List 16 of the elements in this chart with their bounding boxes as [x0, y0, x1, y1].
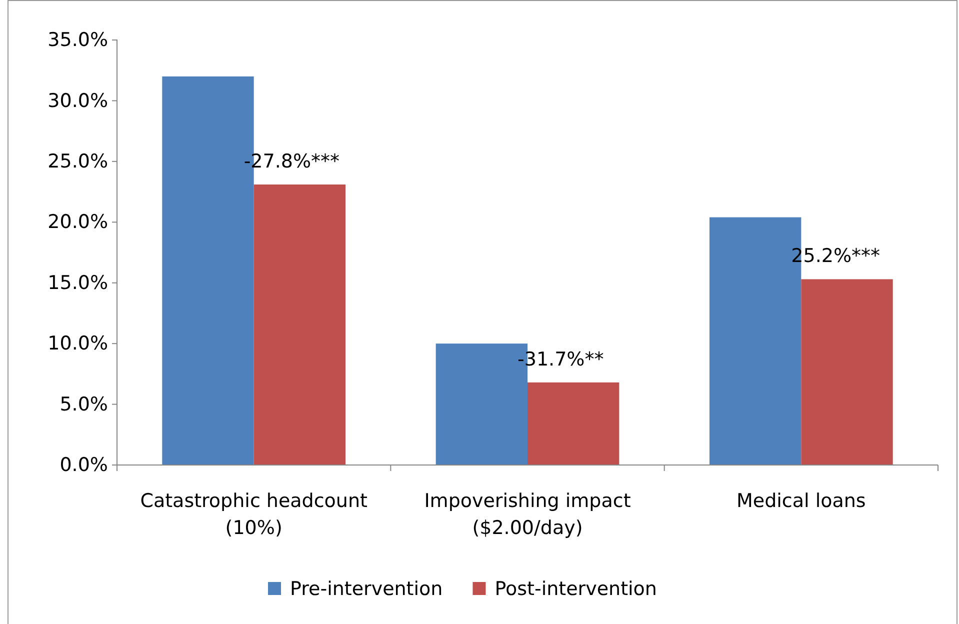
legend-label: Pre-intervention [290, 578, 443, 600]
y-tick-label: 5.0% [60, 393, 108, 416]
y-tick-label: 30.0% [48, 90, 108, 112]
bar [801, 279, 893, 465]
x-tick-label: Medical loans [736, 490, 866, 512]
y-tick-label: 35.0% [48, 29, 108, 52]
y-tick-label: 0.0% [60, 454, 108, 476]
legend-label: Post-intervention [494, 578, 657, 600]
x-tick-label: Catastrophic headcount (10%) [140, 490, 368, 539]
y-tick-label: 25.0% [48, 150, 108, 173]
y-tick-label: 10.0% [48, 332, 108, 355]
x-tick-label: Impoverishing impact ($2.00/day) [424, 490, 631, 539]
bar [528, 382, 620, 465]
y-tick-label: 20.0% [48, 211, 108, 234]
y-tick-label: 15.0% [48, 272, 108, 294]
bar [254, 184, 346, 465]
